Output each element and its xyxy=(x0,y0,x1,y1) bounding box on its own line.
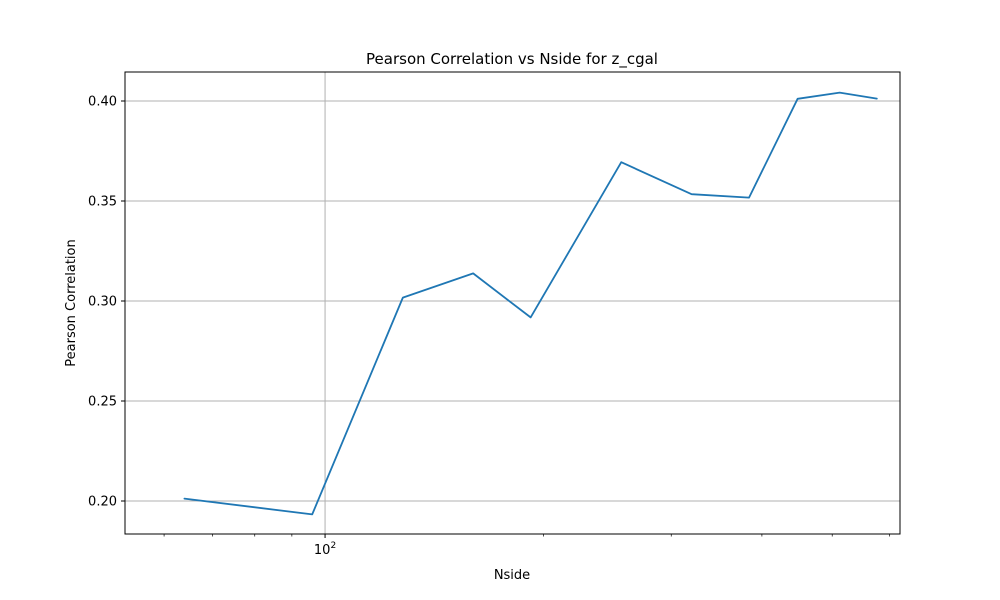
grid-layer xyxy=(125,72,900,534)
series-line-0 xyxy=(183,91,878,516)
x-tick-label-0: 102 xyxy=(314,541,336,558)
series-layer xyxy=(183,91,878,516)
y-tick-label-3: 0.35 xyxy=(88,195,117,210)
y-axis-label: Pearson Correlation xyxy=(64,239,79,366)
y-tick-label-4: 0.40 xyxy=(88,95,117,110)
y-tick-label-1: 0.25 xyxy=(88,395,117,410)
x-axis-label: Nside xyxy=(494,568,530,583)
chart-title: Pearson Correlation vs Nside for z_cgal xyxy=(366,50,658,69)
y-tick-label-2: 0.30 xyxy=(88,295,117,310)
y-tick-label-0: 0.20 xyxy=(88,495,117,510)
x-axis-ticks: 102 xyxy=(163,534,891,558)
y-axis-ticks: 0.20 0.25 0.30 0.35 0.40 xyxy=(88,95,125,510)
plot-area-frame xyxy=(124,71,901,535)
